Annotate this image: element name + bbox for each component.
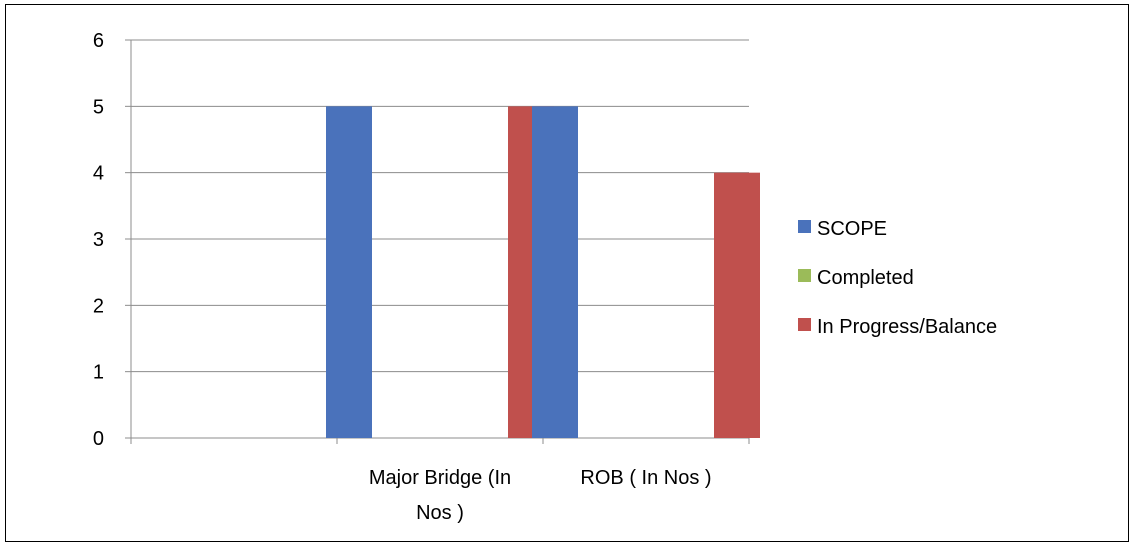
y-tick-label: 5 <box>93 96 104 118</box>
legend-label: SCOPE <box>817 218 887 240</box>
legend-swatch <box>798 220 811 233</box>
y-tick-label: 1 <box>93 362 104 384</box>
y-tick-labels: 0 1 2 3 4 5 6 <box>93 30 104 450</box>
y-tick-label: 3 <box>93 229 104 251</box>
legend-swatch <box>798 269 811 282</box>
x-tick-label: ROB ( In Nos ) <box>580 467 711 489</box>
legend: SCOPE Completed In Progress/Balance <box>798 218 997 338</box>
y-tick-label: 4 <box>93 163 104 185</box>
bar-scope-1 <box>326 106 372 438</box>
x-tick-label: Major Bridge (In <box>369 467 511 489</box>
x-tick-labels: Major Bridge (In Nos ) ROB ( In Nos ) <box>369 467 712 524</box>
legend-label: Completed <box>817 267 914 289</box>
legend-swatch <box>798 318 811 331</box>
y-tick-label: 2 <box>93 295 104 317</box>
gridlines <box>131 39 749 373</box>
legend-label: In Progress/Balance <box>817 316 997 338</box>
bar-in-progress-balance-2 <box>714 172 760 438</box>
bar-scope-2 <box>532 106 578 438</box>
x-tick-label: Nos ) <box>416 502 464 524</box>
y-tick-label: 0 <box>93 428 104 450</box>
bars <box>326 106 760 438</box>
y-tick-label: 6 <box>93 30 104 52</box>
axes <box>125 39 750 444</box>
